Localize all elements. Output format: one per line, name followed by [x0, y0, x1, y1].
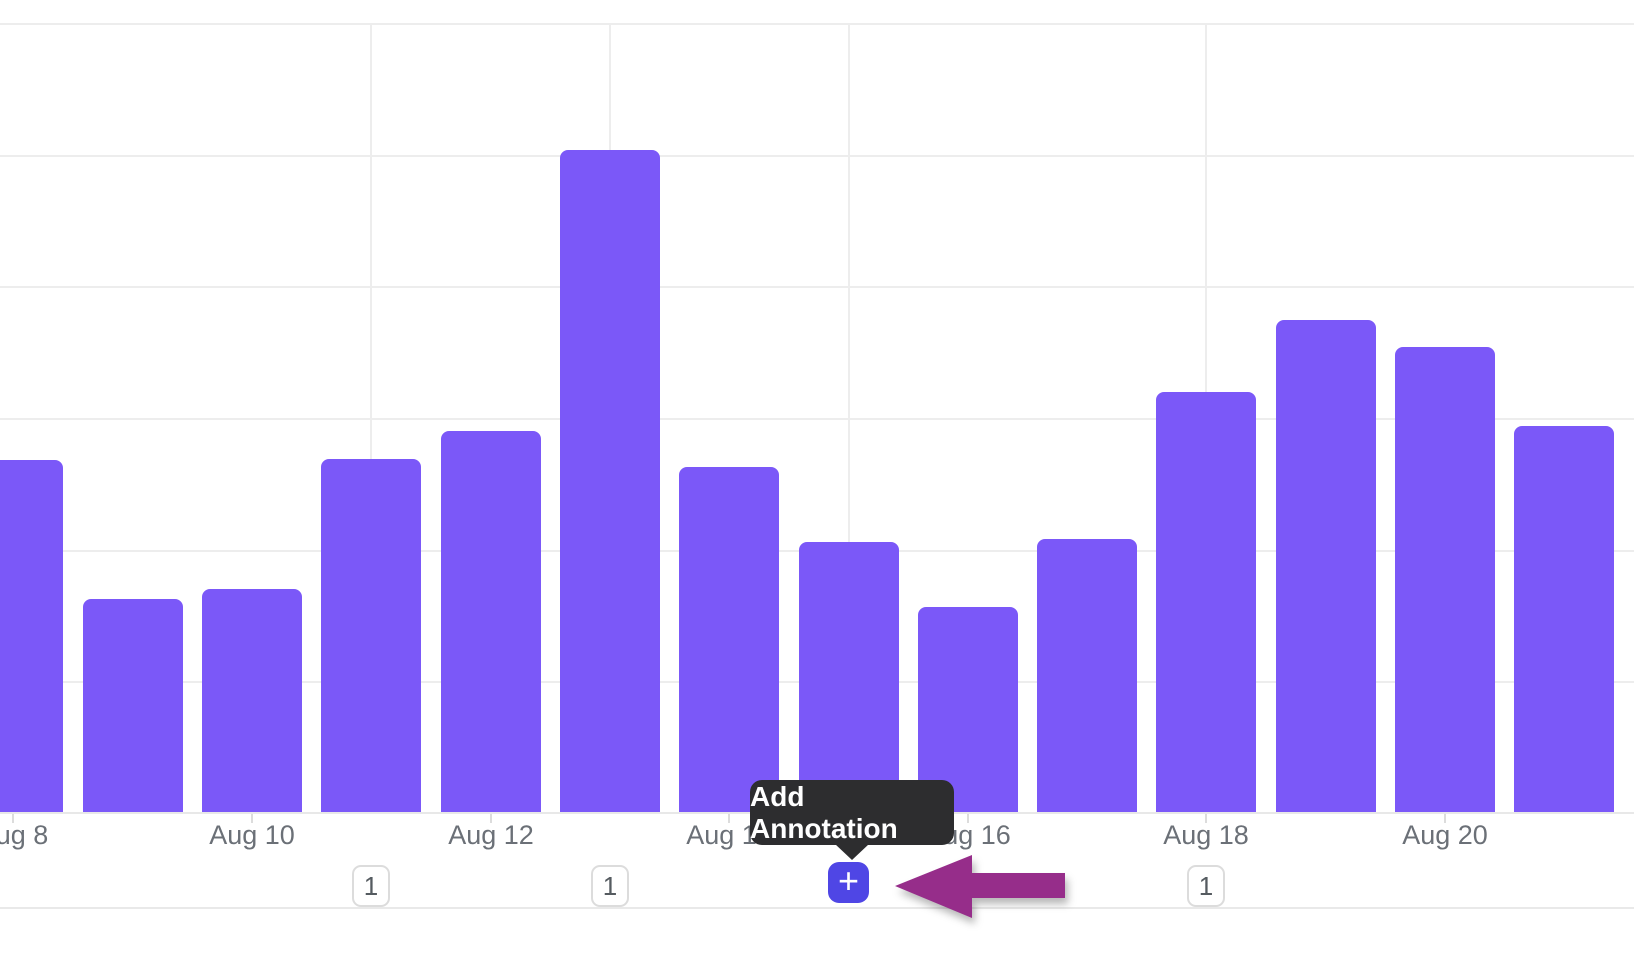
add-annotation-button[interactable]: +	[828, 862, 869, 903]
bar-aug-13[interactable]	[560, 150, 660, 812]
gridline-vertical	[848, 23, 850, 813]
x-tick	[251, 814, 253, 823]
bar-aug-12[interactable]	[441, 431, 541, 812]
x-label-aug-20: Aug 20	[1402, 820, 1488, 850]
bar-aug-17[interactable]	[1037, 539, 1137, 812]
x-label-aug-12: Aug 12	[448, 820, 534, 850]
bar-aug-8[interactable]	[0, 460, 63, 812]
x-tick	[490, 814, 492, 823]
bar-aug-15[interactable]	[799, 542, 899, 812]
bar-aug-20[interactable]	[1395, 347, 1495, 812]
bar-aug-14[interactable]	[679, 467, 779, 812]
gridline-vertical	[370, 23, 372, 813]
bar-aug-9[interactable]	[83, 599, 183, 812]
bar-aug-21[interactable]	[1514, 426, 1614, 812]
tooltip-pointer	[835, 844, 869, 860]
x-label-aug-10: Aug 10	[209, 820, 295, 850]
bar-aug-19[interactable]	[1276, 320, 1376, 812]
x-tick	[967, 814, 969, 823]
tooltip-label: Add Annotation	[750, 780, 898, 844]
x-label-aug-8: Aug 8	[0, 820, 49, 850]
gridline-horizontal	[0, 418, 1634, 420]
pointer-arrow-icon	[895, 855, 1065, 918]
gridline-horizontal	[0, 155, 1634, 157]
bar-aug-18[interactable]	[1156, 392, 1256, 812]
x-tick	[728, 814, 730, 823]
add-annotation-tooltip: Add Annotation	[750, 780, 954, 860]
section-divider	[0, 907, 1634, 909]
annotation-badge-aug-11[interactable]: 1	[352, 865, 390, 907]
annotation-badge-aug-13[interactable]: 1	[591, 865, 629, 907]
x-tick	[1205, 814, 1207, 823]
gridline-horizontal	[0, 23, 1634, 25]
bar-aug-11[interactable]	[321, 459, 421, 812]
bar-aug-10[interactable]	[202, 589, 302, 812]
annotation-badge-aug-18[interactable]: 1	[1187, 865, 1225, 907]
x-label-aug-18: Aug 18	[1163, 820, 1249, 850]
x-tick	[12, 814, 14, 823]
bar-aug-16[interactable]	[918, 607, 1018, 812]
x-tick	[1444, 814, 1446, 823]
gridline-horizontal	[0, 286, 1634, 288]
